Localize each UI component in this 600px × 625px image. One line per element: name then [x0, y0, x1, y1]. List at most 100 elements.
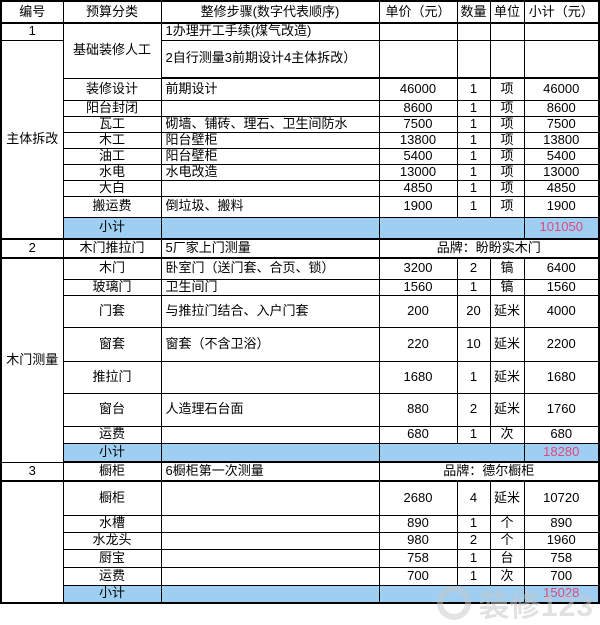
cell-desc — [160, 514, 380, 533]
cell-empty — [378, 39, 458, 79]
cell-section-no: 3 — [0, 461, 64, 482]
cell-category: 运费 — [62, 425, 162, 444]
cell-qty: 2 — [456, 392, 491, 427]
cell-subtotal: 758 — [523, 548, 600, 568]
cell-category: 推拉门 — [62, 360, 162, 394]
cell-category: 水电 — [62, 163, 162, 181]
cell-unit: 项 — [489, 115, 525, 133]
cell-empty — [456, 22, 491, 41]
cell-subtotal: 8600 — [523, 99, 600, 117]
cell-desc: 砌墙、铺砖、理石、卫生间防水 — [160, 115, 380, 133]
cell-unit: 项 — [489, 147, 525, 165]
cell-subtotal: 46000 — [523, 77, 600, 101]
cell-price: 2680 — [378, 480, 458, 516]
cell-desc — [160, 566, 380, 586]
cell-desc: 倒垃圾、搬料 — [160, 195, 380, 218]
cell-subtotal: 1900 — [523, 195, 600, 218]
cell-qty: 1 — [456, 195, 491, 218]
cell-qty: 1 — [456, 278, 491, 296]
col-header-steps: 整修步骤(数字代表顺序) — [160, 0, 380, 24]
cell-subtotal: 700 — [523, 566, 600, 586]
cell-desc — [160, 480, 380, 516]
cell-subtotal: 7500 — [523, 115, 600, 133]
subtotal-label: 小计 — [62, 216, 162, 240]
cell-desc: 水电改造 — [160, 163, 380, 181]
cell-category: 木工 — [62, 131, 162, 149]
cell-price: 13800 — [378, 131, 458, 149]
cell-price: 890 — [378, 514, 458, 533]
cell-category: 搬运费 — [62, 195, 162, 218]
cell-price: 13000 — [378, 163, 458, 181]
cell-price: 220 — [378, 326, 458, 362]
cell-step: 6橱柜第一次测量 — [160, 461, 380, 482]
subtotal-label: 小计 — [62, 442, 162, 463]
col-header-no: 编号 — [0, 0, 64, 24]
cell-empty — [378, 216, 525, 240]
cell-section-no: 2 — [0, 238, 64, 259]
cell-unit: 镐 — [489, 257, 525, 280]
cell-empty — [378, 442, 525, 463]
cell-qty: 2 — [456, 257, 491, 280]
cell-desc — [160, 425, 380, 444]
cell-empty — [523, 22, 600, 41]
col-header-subtotal: 小计（元） — [523, 0, 600, 24]
cell-unit: 延米 — [489, 326, 525, 362]
cell-qty: 1 — [456, 360, 491, 394]
cell-qty: 2 — [456, 531, 491, 550]
brand-cell: 品牌：德尔橱柜 — [378, 461, 600, 482]
cell-unit: 个 — [489, 514, 525, 533]
cell-unit: 次 — [489, 425, 525, 444]
cell-empty — [456, 39, 491, 79]
subtotal-value: 15028 — [523, 584, 600, 604]
col-header-unit: 单位 — [489, 0, 525, 24]
cell-qty: 1 — [456, 425, 491, 444]
cell-price: 3200 — [378, 257, 458, 280]
cell-category: 橱柜 — [62, 461, 162, 482]
cell-subtotal: 890 — [523, 514, 600, 533]
cell-subtotal: 1760 — [523, 392, 600, 427]
cell-category: 运费 — [62, 566, 162, 586]
cell-price: 200 — [378, 294, 458, 328]
section-side-label: 主体拆改 — [0, 39, 64, 240]
cell-desc: 阳台壁柜 — [160, 131, 380, 149]
cell-desc — [160, 99, 380, 117]
cell-category: 门套 — [62, 294, 162, 328]
cell-price: 5400 — [378, 147, 458, 165]
col-header-category: 预算分类 — [62, 0, 162, 24]
subtotal-label: 小计 — [62, 584, 162, 604]
cell-qty: 1 — [456, 163, 491, 181]
cell-unit: 项 — [489, 77, 525, 101]
cell-unit: 项 — [489, 99, 525, 117]
cell-price: 1560 — [378, 278, 458, 296]
cell-category: 阳台封闭 — [62, 99, 162, 117]
cell-qty: 1 — [456, 548, 491, 568]
cell-unit: 镐 — [489, 278, 525, 296]
cell-qty: 10 — [456, 326, 491, 362]
cell-category: 水槽 — [62, 514, 162, 533]
cell-empty — [160, 442, 380, 463]
cell-price: 46000 — [378, 77, 458, 101]
cell-unit: 延米 — [489, 294, 525, 328]
cell-desc: 卧室门（送门套、合页、锁） — [160, 257, 380, 280]
cell-qty: 1 — [456, 77, 491, 101]
cell-step: 1办理开工手续(煤气改造) — [160, 22, 380, 41]
cell-desc: 前期设计 — [160, 77, 380, 101]
cell-qty: 1 — [456, 514, 491, 533]
cell-category: 厨宝 — [62, 548, 162, 568]
cell-category: 木门 — [62, 257, 162, 280]
cell-category: 油工 — [62, 147, 162, 165]
cell-subtotal: 10720 — [523, 480, 600, 516]
cell-desc: 与推拉门结合、入户门套 — [160, 294, 380, 328]
cell-empty — [378, 22, 458, 41]
cell-category: 窗套 — [62, 326, 162, 362]
cell-empty — [489, 39, 525, 79]
col-header-qty: 数量 — [456, 0, 491, 24]
cell-category: 大白 — [62, 179, 162, 197]
cell-unit: 项 — [489, 195, 525, 218]
cell-price: 7500 — [378, 115, 458, 133]
cell-qty: 1 — [456, 131, 491, 149]
brand-cell: 品牌：盼盼实木门 — [378, 238, 600, 259]
cell-subtotal: 6400 — [523, 257, 600, 280]
cell-category: 橱柜 — [62, 480, 162, 516]
cell-unit: 项 — [489, 179, 525, 197]
